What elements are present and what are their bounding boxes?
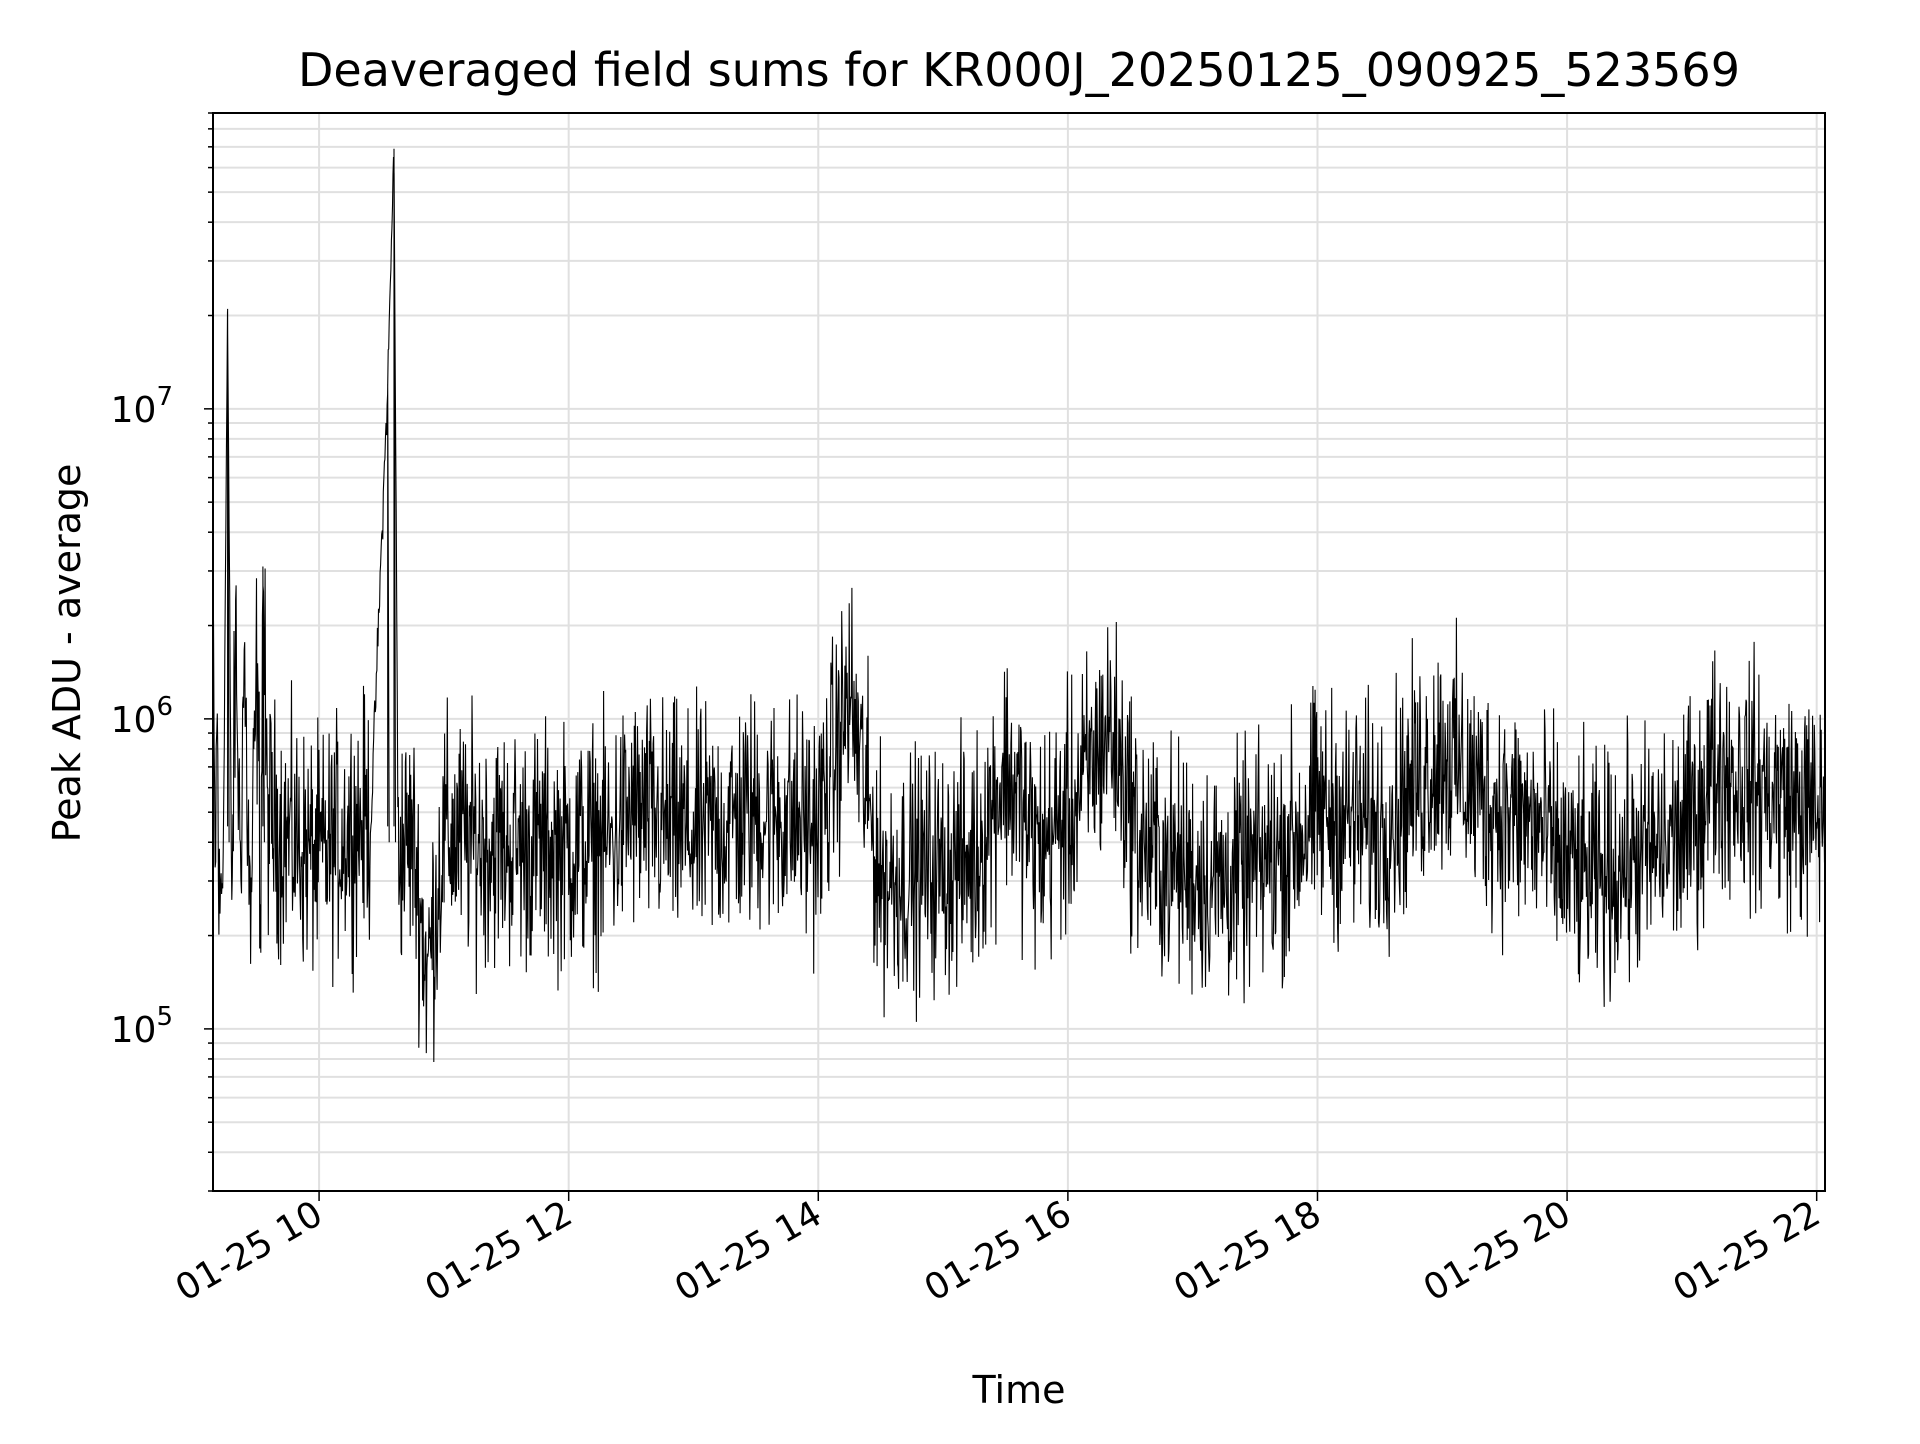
series-line: [212, 148, 1826, 1063]
y-axis-label: Peak ADU - average: [45, 464, 89, 843]
x-tick-label: 01-25 22: [1667, 1193, 1828, 1309]
x-axis-label: Time: [972, 1368, 1066, 1412]
x-tick-label: 01-25 12: [419, 1193, 580, 1309]
x-tick-label: 01-25 10: [169, 1193, 330, 1309]
y-tick-label-base: 10: [111, 390, 157, 431]
chart-title: Deaveraged field sums for KR000J_2025012…: [298, 43, 1740, 97]
y-tick-label: 106: [111, 692, 173, 741]
y-tick-label-exponent: 6: [156, 692, 173, 722]
y-tick-label: 105: [111, 1002, 173, 1051]
x-tick-label: 01-25 16: [918, 1193, 1079, 1309]
x-tick-label: 01-25 14: [668, 1193, 829, 1309]
x-tick-label: 01-25 18: [1167, 1193, 1328, 1309]
y-tick-label: 107: [111, 382, 173, 431]
y-tick-label-base: 10: [111, 700, 157, 741]
axes-frame: [212, 112, 1826, 1192]
y-tick-label-exponent: 5: [156, 1002, 173, 1032]
x-axis-ticks: 01-25 10 01-25 12 01-25 14 01-25 16 01-25 18…: [169, 1191, 1827, 1310]
x-tick-label: 01-25 20: [1417, 1193, 1578, 1309]
grid-lines: [213, 112, 1825, 1192]
plot-area: [212, 148, 1826, 1063]
y-tick-label-exponent: 7: [156, 382, 173, 412]
y-tick-label-base: 10: [111, 1010, 157, 1051]
